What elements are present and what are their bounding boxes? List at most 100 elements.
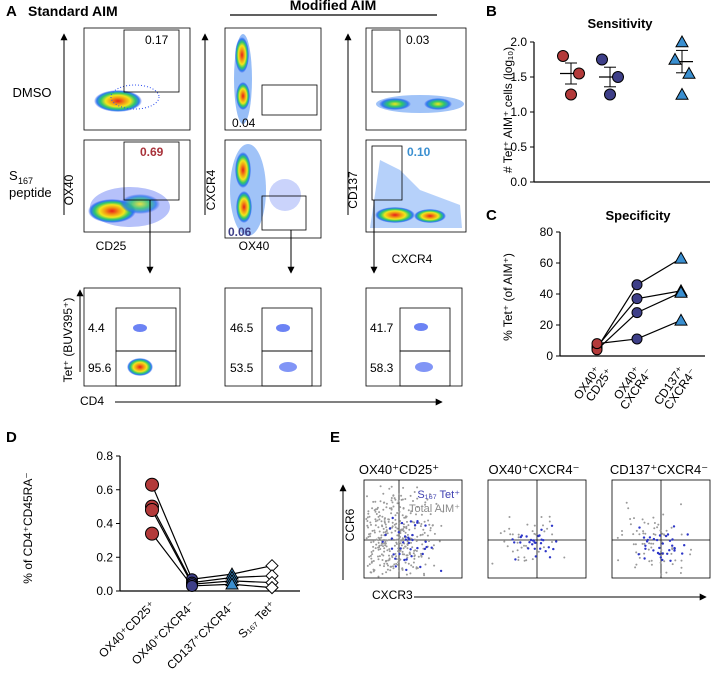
mod2-peptide-gate [371, 145, 403, 201]
panel-e-dot-total [390, 512, 393, 515]
panel-e-dot-total [659, 529, 662, 532]
panel-e-dot-total [663, 534, 666, 537]
panel-e-dot-total [385, 571, 388, 574]
panel-b-point [675, 34, 689, 48]
mod2-peptide-plot: 0.10 [365, 139, 467, 233]
panel-e-dot-total [406, 533, 409, 536]
panel-e-dot-total [385, 545, 388, 548]
panel-e-dot-total [402, 547, 405, 550]
panel-e-dot-total [690, 548, 692, 551]
panel-e-dot-tet [534, 555, 537, 558]
panel-c-point [631, 307, 643, 319]
panel-e-dot-total [380, 534, 383, 537]
panel-e-dot-total [384, 560, 387, 563]
panel-e-dot-tet [416, 521, 419, 524]
panel-e-dot-total [385, 526, 388, 529]
panel-b-point [565, 88, 577, 101]
panel-e-dot-total [401, 514, 404, 517]
panel-c-title: Specificity [605, 208, 671, 223]
panel-e-dot-total [680, 559, 683, 562]
panel-e-dot-total [406, 556, 409, 559]
panel-b-y-tick-label: 1.5 [510, 70, 527, 84]
panel-d-donor-line [151, 533, 273, 589]
panel-e-dot-total [394, 529, 397, 532]
panel-e-dot-total [416, 497, 419, 500]
panel-e-dot-tet [405, 558, 408, 561]
panel-e-dot-total [396, 534, 399, 537]
panel-e-dot-total [402, 507, 405, 510]
panel-e-dot-total [671, 547, 674, 550]
panel-e-dot-tet [411, 533, 414, 537]
panel-e-dot-total [399, 558, 402, 561]
panel-e-dot-total [641, 542, 644, 545]
panel-e-dot-tet [655, 538, 659, 542]
panel-e-dot-total [380, 553, 383, 556]
panel-e-dot-tet [527, 547, 530, 550]
panel-e-dot-total [621, 533, 624, 536]
panel-e-dot-total [634, 543, 637, 546]
panel-b-y-tick-label: 1.0 [510, 105, 527, 119]
panel-e-dot-total [372, 560, 375, 562]
panel-e-dot-total [373, 529, 376, 532]
panel-e-dot-total [391, 521, 394, 524]
panel-e-dot-total [503, 540, 506, 543]
panel-e-dots-3 [616, 501, 692, 576]
panel-e-dot-tet [661, 558, 664, 562]
panel-e-dot-total [398, 510, 401, 513]
panel-e-dot-total [394, 514, 397, 517]
panel-e-dot-tet [544, 550, 547, 553]
panel-d-point [186, 579, 198, 592]
panel-e-dot-tet [529, 538, 533, 542]
panel-e-dot-tet [407, 538, 411, 541]
panel-e-dot-tet [403, 535, 407, 538]
panel-e-dot-total [404, 561, 407, 564]
panel-e-dot-total [394, 498, 397, 501]
panel-e-dot-tet [410, 555, 413, 558]
panel-e-dot-total [442, 510, 445, 513]
panel-c-point [591, 338, 603, 350]
panel-e-dot-total [369, 554, 372, 557]
std-tet-plot: 4.4 95.6 [83, 287, 181, 387]
panel-e-dot-total [643, 542, 646, 545]
panel-e-dot-total [366, 516, 369, 519]
panel-d-point [145, 526, 159, 541]
panel-e-dot-total [409, 572, 412, 575]
panel-e-dot-total [652, 533, 655, 535]
panel-e-dot-total [661, 532, 664, 535]
panel-e-dot-total [680, 533, 683, 536]
panel-e-dot-total [382, 545, 384, 548]
panel-e-dot-tet [430, 546, 433, 549]
panel-e-dot-total [374, 510, 377, 513]
panel-e-dot-total [644, 532, 647, 535]
panel-e-dot-total [386, 568, 389, 571]
panel-e-dot-total [523, 559, 526, 562]
panel-e-dot-total [551, 541, 553, 543]
panel-e-dot-tet [534, 541, 537, 544]
panel-e-dot-total [407, 509, 410, 512]
panel-e-dot-total [653, 522, 656, 524]
panel-e-dot-total [517, 536, 520, 539]
panel-e-dot-tet [548, 556, 552, 559]
panel-e-dot-total [523, 556, 526, 559]
panel-e-dot-total [390, 499, 393, 502]
panel-e-dot-total [390, 508, 393, 511]
panel-e-dot-total [432, 544, 435, 547]
panel-e-dot-tet [539, 542, 543, 545]
panel-e-dot-total [650, 546, 653, 549]
panel-e-dot-total [491, 562, 494, 565]
panel-c-ylabel: % Tet⁺ (of AIM⁺) [501, 253, 515, 341]
panel-e-dot-total [680, 566, 683, 569]
mod1-dmso-gate [261, 84, 318, 116]
panel-e-dot-total [414, 538, 416, 541]
panel-d-point [225, 577, 239, 590]
panel-e-dot-total [511, 550, 514, 553]
panel-e-dot-total [399, 506, 402, 509]
panel-e-dot-total [370, 541, 373, 544]
panel-e-dot-total [625, 501, 628, 504]
panel-e-dot-tet [550, 524, 554, 527]
panel-e-dot-total [368, 515, 371, 518]
panel-e-dot-total [382, 501, 385, 504]
panel-e-dot-tet [421, 552, 424, 556]
panel-e-dot-total [563, 556, 566, 559]
header-standard-aim: Standard AIM [28, 3, 118, 19]
